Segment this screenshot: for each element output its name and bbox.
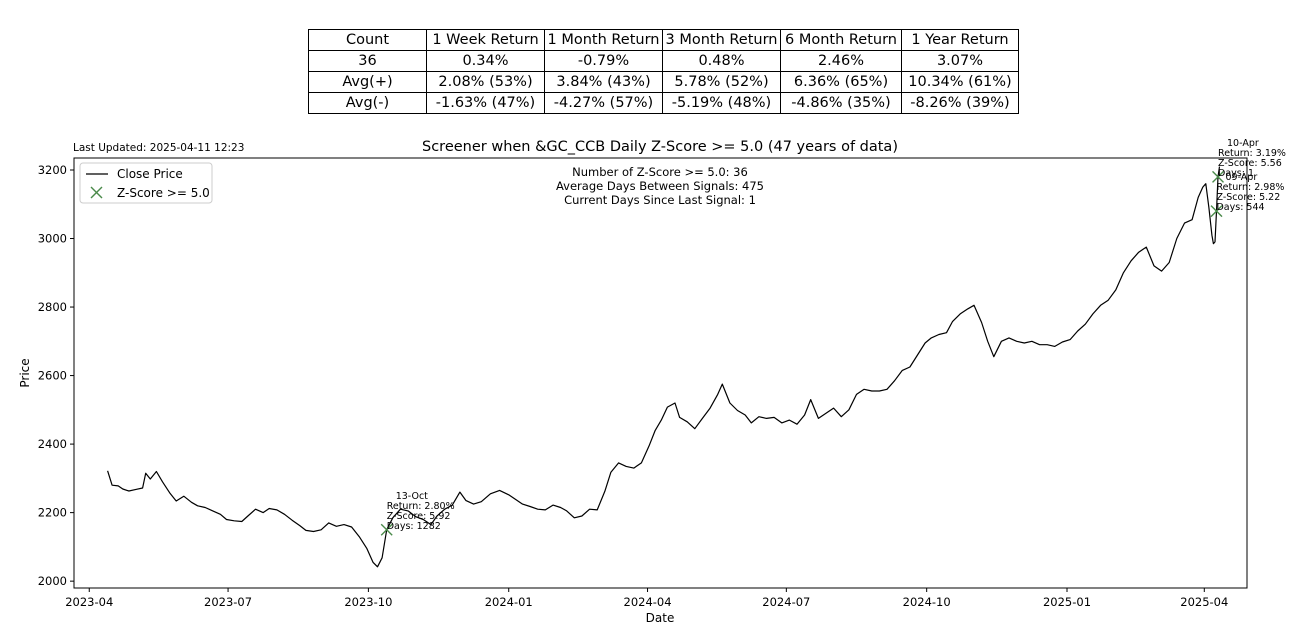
annotation-line: Return: 3.19% <box>1218 148 1286 159</box>
stats-cell: 2.08% (53%) <box>426 71 545 93</box>
legend-label-zscore: Z-Score >= 5.0 <box>117 186 210 200</box>
info-text: Number of Z-Score >= 5.0: 36 Average Day… <box>556 165 764 207</box>
x-tick-label: 2024-10 <box>903 595 951 609</box>
x-tick-label: 2024-01 <box>485 595 533 609</box>
legend-marker-swatch <box>90 186 103 199</box>
y-tick-label: 2800 <box>38 300 67 314</box>
stats-cell: -8.26% (39%) <box>901 92 1019 114</box>
x-tick-label: 2023-04 <box>65 595 113 609</box>
info-line-average: Average Days Between Signals: 475 <box>556 179 764 193</box>
x-tick-label: 2023-10 <box>344 595 392 609</box>
annotation-line: Z-Score: 5.56 <box>1218 158 1282 169</box>
signal-marker <box>1212 170 1225 183</box>
y-tick-label: 2200 <box>38 506 67 520</box>
x-tick-label: 2025-04 <box>1180 595 1228 609</box>
annotation-line: 13-Oct <box>396 491 428 502</box>
annotation-line: 09-Apr <box>1225 172 1257 183</box>
x-tick-label: 2024-07 <box>762 595 810 609</box>
stats-cell: 6.36% (65%) <box>780 71 902 93</box>
legend-box <box>79 162 213 204</box>
annotation-line: Days: 1 <box>1218 168 1254 179</box>
x-tick-label: 2025-01 <box>1043 595 1091 609</box>
stats-header-cell: 6 Month Return <box>780 29 902 51</box>
plot-frame <box>73 157 1248 589</box>
stats-cell: 5.78% (52%) <box>662 71 781 93</box>
stats-cell: Avg(-) <box>308 92 427 114</box>
stats-row: Avg(-) -1.63% (47%) -4.27% (57%) -5.19% (48… <box>308 92 1019 114</box>
y-tick-label: 2000 <box>38 574 67 588</box>
info-line-count: Number of Z-Score >= 5.0: 36 <box>572 165 748 179</box>
annotation-line: Return: 2.98% <box>1216 182 1284 193</box>
signal-markers <box>380 170 1225 536</box>
stats-header-row: Count 1 Week Return 1 Month Return 3 Month … <box>308 29 1019 51</box>
stats-header-cell: 1 Year Return <box>901 29 1019 51</box>
stats-cell: -4.27% (57%) <box>544 92 663 114</box>
x-tick-label: 2024-04 <box>624 595 672 609</box>
x-axis-label: Date <box>646 611 675 625</box>
x-tick-label: 2023-07 <box>204 595 252 609</box>
stats-cell: Avg(+) <box>308 71 427 93</box>
stats-cell: -1.63% (47%) <box>426 92 545 114</box>
x-axis: 2023-04 2023-07 2023-10 2024-01 2024-04 2024-… <box>65 588 1228 609</box>
last-updated-label: Last Updated: 2025-04-11 12:23 <box>73 142 244 154</box>
annotation-line: Days: 544 <box>1216 202 1264 213</box>
y-axis: 2000 2200 2400 2600 2800 3000 3200 <box>38 163 74 588</box>
annotation-line: Z-Score: 5.92 <box>387 511 451 522</box>
chart-title: Screener when &GC_CCB Daily Z-Score >= 5… <box>422 139 898 155</box>
signal-marker <box>1210 205 1223 218</box>
y-tick-label: 2600 <box>38 369 67 383</box>
stats-table: Count 1 Week Return 1 Month Return 3 Month … <box>308 29 1019 114</box>
price-line <box>107 166 1221 568</box>
info-line-current: Current Days Since Last Signal: 1 <box>564 193 756 207</box>
annotation-line: 10-Apr <box>1227 138 1259 149</box>
y-tick-label: 2400 <box>38 437 67 451</box>
y-tick-label: 3000 <box>38 232 67 246</box>
stats-cell: -5.19% (48%) <box>662 92 781 114</box>
stats-row: Avg(+) 2.08% (53%) 3.84% (43%) 5.78% (52%) 6… <box>308 71 1019 93</box>
stats-cell: 10.34% (61%) <box>901 71 1019 93</box>
signal-marker <box>380 523 393 536</box>
stats-cell: 3.84% (43%) <box>544 71 663 93</box>
annotation-line: Z-Score: 5.22 <box>1216 192 1280 203</box>
legend-label-close: Close Price <box>117 167 183 181</box>
annotation-line: Return: 2.80% <box>387 501 455 512</box>
y-axis-label: Price <box>18 358 32 387</box>
annotation-line: Days: 1282 <box>387 521 441 532</box>
legend: Close Price Z-Score >= 5.0 <box>79 162 213 204</box>
stats-cell: 0.48% <box>662 50 781 72</box>
y-tick-label: 3200 <box>38 163 67 177</box>
